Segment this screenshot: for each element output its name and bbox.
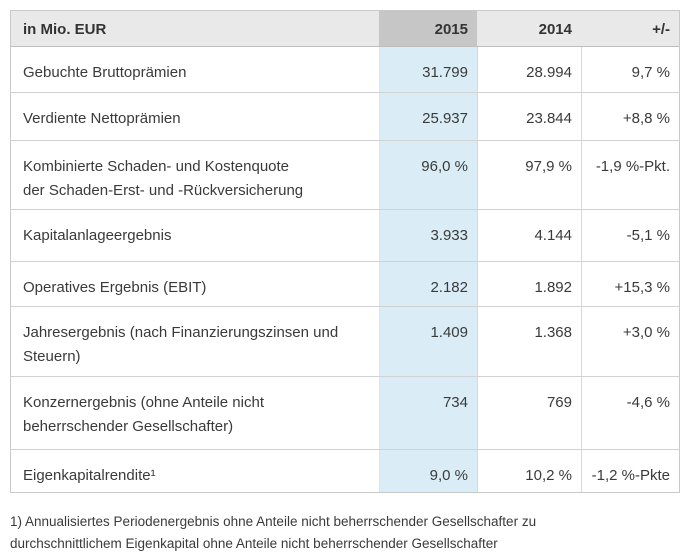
value-2014: 769 bbox=[477, 377, 581, 449]
column-header-2014: 2014 bbox=[538, 21, 572, 38]
table-row-jahresergebnis: Jahresergebnis (nach Finanzierungszinsen… bbox=[11, 307, 679, 377]
row-label-line: Jahresergebnis (nach Finanzierungszinsen… bbox=[23, 324, 339, 341]
value-delta: +15,3 % bbox=[581, 262, 679, 306]
value-delta: 9,7 % bbox=[581, 47, 679, 92]
row-label-line: der Schaden-Erst- und -Rückversicherung bbox=[23, 182, 304, 199]
value-2015: 1.409 bbox=[379, 307, 477, 376]
row-label-line: Kapitalanlageergebnis bbox=[23, 227, 172, 244]
footnote: 1) Annualisiertes Periodenergebnis ohne … bbox=[10, 511, 680, 555]
value-2014: 28.994 bbox=[477, 47, 581, 92]
value-2014: 10,2 % bbox=[477, 450, 581, 492]
value-2015: 96,0 % bbox=[379, 141, 477, 209]
row-label-line: Gebuchte Bruttoprämien bbox=[23, 64, 187, 81]
row-label: Jahresergebnis (nach Finanzierungszinsen… bbox=[11, 307, 379, 376]
value-2015: 2.182 bbox=[379, 262, 477, 306]
value-delta: +3,0 % bbox=[581, 307, 679, 376]
table-row-operatives-ergebnis-ebit: Operatives Ergebnis (EBIT) 2.182 1.892 +… bbox=[11, 262, 679, 307]
row-label-line: Konzernergebnis (ohne Anteile nicht bbox=[23, 394, 264, 411]
footnote-line: 1) Annualisiertes Periodenergebnis ohne … bbox=[10, 514, 537, 529]
value-delta: -4,6 % bbox=[581, 377, 679, 449]
table-row-eigenkapitalrendite: Eigenkapitalrendite¹ 9,0 % 10,2 % -1,2 %… bbox=[11, 450, 679, 492]
value-2014: 1.892 bbox=[477, 262, 581, 306]
column-header-2015: 2015 bbox=[379, 11, 477, 46]
value-2014: 4.144 bbox=[477, 210, 581, 261]
row-label-line: Steuern) bbox=[23, 348, 81, 365]
column-header-unit: in Mio. EUR bbox=[23, 21, 107, 38]
table-header-row: in Mio. EUR 2015 2014 +/- bbox=[11, 11, 679, 47]
value-2015: 734 bbox=[379, 377, 477, 449]
row-label: Kapitalanlageergebnis bbox=[11, 210, 379, 261]
value-2015: 25.937 bbox=[379, 93, 477, 140]
row-label: Kombinierte Schaden- und Kostenquote der… bbox=[11, 141, 379, 209]
row-label-line: Eigenkapitalrendite¹ bbox=[23, 467, 156, 484]
row-label-line: Operatives Ergebnis (EBIT) bbox=[23, 279, 207, 296]
row-label: Operatives Ergebnis (EBIT) bbox=[11, 262, 379, 306]
table-row-kombinierte-quote: Kombinierte Schaden- und Kostenquote der… bbox=[11, 141, 679, 210]
table-row-konzernergebnis: Konzernergebnis (ohne Anteile nicht behe… bbox=[11, 377, 679, 450]
table-row-kapitalanlageergebnis: Kapitalanlageergebnis 3.933 4.144 -5,1 % bbox=[11, 210, 679, 262]
value-2015: 9,0 % bbox=[379, 450, 477, 492]
value-delta: -1,9 %-Pkt. bbox=[581, 141, 679, 209]
financial-highlights-table: in Mio. EUR 2015 2014 +/- Gebuchte Brutt… bbox=[10, 10, 680, 493]
value-delta: -1,2 %-Pkte bbox=[581, 450, 679, 492]
footnote-line: durchschnittlichem Eigenkapital ohne Ant… bbox=[10, 536, 498, 551]
value-2014: 1.368 bbox=[477, 307, 581, 376]
row-label-line: beherrschender Gesellschafter) bbox=[23, 418, 234, 435]
row-label: Konzernergebnis (ohne Anteile nicht behe… bbox=[11, 377, 379, 449]
column-header-delta: +/- bbox=[652, 21, 670, 38]
table-row-verdiente-nettopraemien: Verdiente Nettoprämien 25.937 23.844 +8,… bbox=[11, 93, 679, 141]
row-label: Verdiente Nettoprämien bbox=[11, 93, 379, 140]
table-row-gebuchte-bruttopraemien: Gebuchte Bruttoprämien 31.799 28.994 9,7… bbox=[11, 47, 679, 93]
value-delta: -5,1 % bbox=[581, 210, 679, 261]
row-label-line: Verdiente Nettoprämien bbox=[23, 110, 181, 127]
row-label: Gebuchte Bruttoprämien bbox=[11, 47, 379, 92]
value-2014: 23.844 bbox=[477, 93, 581, 140]
value-delta: +8,8 % bbox=[581, 93, 679, 140]
value-2014: 97,9 % bbox=[477, 141, 581, 209]
row-label: Eigenkapitalrendite¹ bbox=[11, 450, 379, 492]
row-label-line: Kombinierte Schaden- und Kostenquote bbox=[23, 158, 290, 175]
value-2015: 3.933 bbox=[379, 210, 477, 261]
value-2015: 31.799 bbox=[379, 47, 477, 92]
